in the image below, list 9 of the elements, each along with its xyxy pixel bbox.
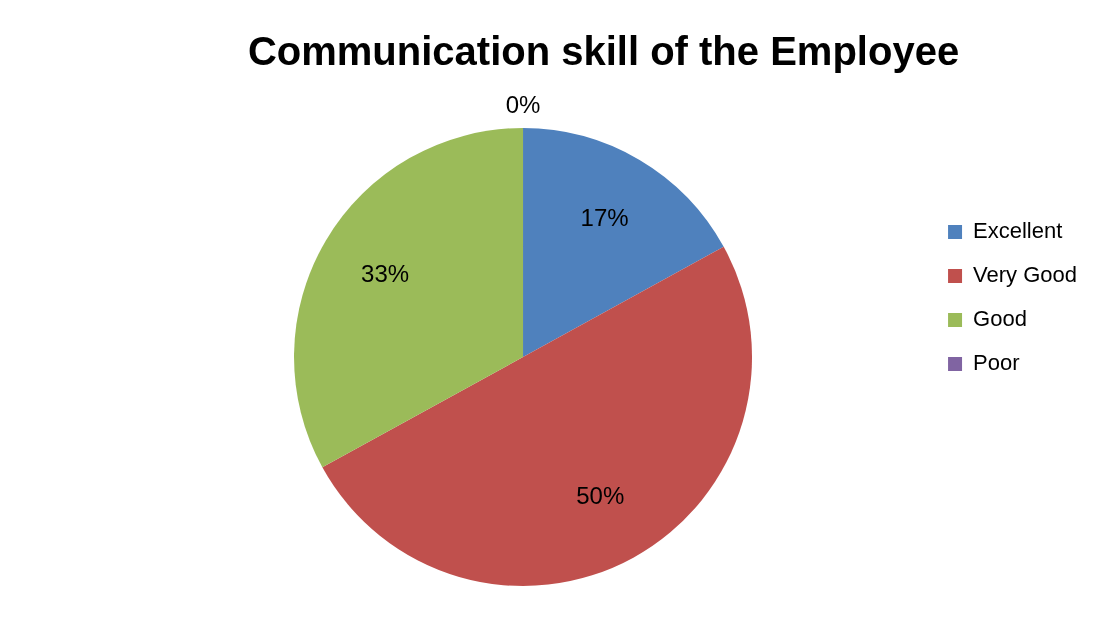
chart-title: Communication skill of the Employee — [247, 29, 960, 74]
data-label: 33% — [361, 260, 410, 288]
data-label: 50% — [576, 482, 625, 510]
data-label: 17% — [580, 203, 629, 231]
legend-label: Poor — [973, 350, 1020, 376]
legend-label: Very Good — [973, 262, 1077, 288]
text: 0% — [505, 90, 541, 118]
legend-label: Excellent — [973, 218, 1063, 244]
legend-label: Good — [973, 306, 1027, 332]
